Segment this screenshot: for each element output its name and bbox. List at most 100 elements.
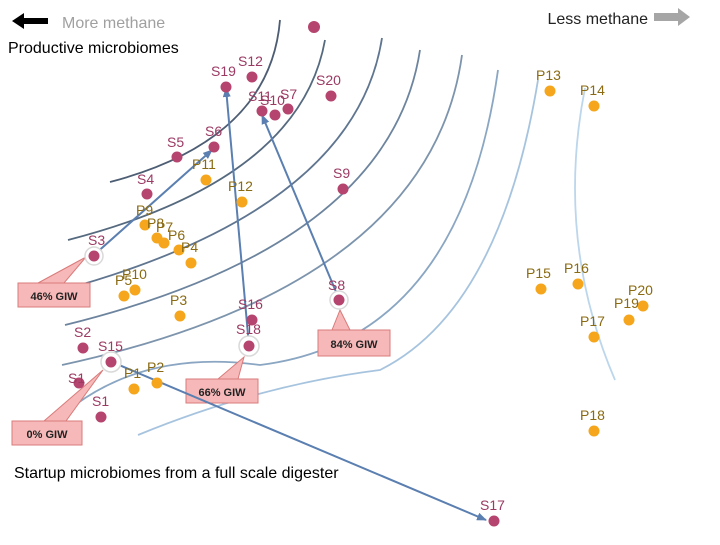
point-s2 [77,342,89,354]
callout-0-giw-label: 0% GIW [27,429,69,441]
callout-0-giw-box [11,420,83,446]
arrow-s3-to-s6 [93,149,213,256]
label-p19: P19 [614,295,639,311]
arrow-right-icon [654,8,690,26]
contour-line-5 [61,54,463,366]
arrow-left-icon [12,13,48,29]
point-s9 [337,183,349,195]
point-s19 [220,81,232,93]
arrow-s8-to-s10 [261,114,340,300]
point-s14 [73,377,85,389]
point-labels: S19 S12 S20 S11 S10 S7 S5 S6 S4 S9 S3 S8… [68,53,653,513]
contour-line-8 [574,87,616,381]
point-s12 [246,71,258,83]
label-p7: P7 [156,219,173,235]
point-s10 [269,109,281,121]
label-s20: S20 [316,72,341,88]
label-s5: S5 [167,134,184,150]
arrow-s15-to-s17 [111,361,487,521]
point-p2 [151,377,163,389]
point-s6 [208,141,220,153]
point-s5 [171,151,183,163]
callout-84-giw-pointer [331,308,351,331]
label-p2: P2 [147,359,164,375]
arrow-s18-to-s19 [222,87,250,347]
point-p9 [139,219,151,231]
label-p3: P3 [170,292,187,308]
callout-46-giw: 46% GIW [17,256,91,308]
label-p18: P18 [580,407,605,423]
label-s7: S7 [280,86,297,102]
label-s14: S1 [68,370,85,386]
callout-66-giw-pointer [216,355,245,380]
point-s20 [325,90,337,102]
label-s16: S16 [238,296,263,312]
trajectory-arrows [93,87,487,521]
label-p8: P8 [147,215,164,231]
contour-line-2 [67,39,326,241]
callout-84-giw-box [317,329,391,357]
point-s18 [243,340,255,352]
productive-microbiomes-label: Productive microbiomes [8,40,179,57]
label-p14: P14 [580,82,605,98]
point-p5 [118,290,130,302]
label-s15: S15 [98,338,123,354]
startup-microbiomes-label: Startup microbiomes from a full scale di… [14,465,339,482]
point-p7 [158,237,170,249]
contour-line-4 [64,49,421,326]
label-p1: P1 [124,365,141,381]
label-p17: P17 [580,313,605,329]
label-s1: S1 [92,393,109,409]
label-p9: P9 [136,202,153,218]
point-p15 [535,283,547,295]
point-s4 [141,188,153,200]
point-p19 [623,314,635,326]
label-p6: P6 [168,227,185,243]
point-p17 [588,331,600,343]
less-methane-label: Less methane [547,11,648,28]
callouts: 46% GIW 0% GIW 66% GIW 84% GIW [11,256,391,446]
callout-84-giw: 84% GIW [317,308,391,357]
point-p13 [544,85,556,97]
label-s11: S11 [248,88,272,104]
direction-less-methane: Less methane [547,8,690,28]
point-p10 [129,284,141,296]
label-s8: S8 [328,277,345,293]
more-methane-label: More methane [62,15,165,32]
point-p3 [174,310,186,322]
label-s10: S10 [260,92,285,108]
point-p1 [128,383,140,395]
point-p6 [173,244,185,256]
sample-points [73,21,649,527]
label-s19: S19 [211,63,236,79]
callout-66-giw-label: 66% GIW [198,387,246,399]
point-p11 [200,174,212,186]
callout-46-giw-box [17,282,91,308]
label-p16: P16 [564,260,589,276]
label-s17: S17 [480,497,505,513]
label-p13: P13 [536,67,561,83]
point-p14 [588,100,600,112]
point-p12 [236,196,248,208]
direction-more-methane: More methane [12,13,165,32]
point-s1 [95,411,107,423]
point-p20 [637,300,649,312]
label-p10: P10 [122,266,147,282]
point-p18 [588,425,600,437]
point-s15 [105,356,117,368]
point-s17 [488,515,500,527]
point-s-top [308,21,320,33]
callout-46-giw-label: 46% GIW [30,291,78,303]
point-s8 [333,294,345,306]
point-s16 [246,314,258,326]
label-s6: S6 [205,123,222,139]
point-s3 [88,250,100,262]
label-p20: P20 [628,282,653,298]
label-p5: P5 [115,272,132,288]
label-p11: P11 [192,156,216,172]
label-s18: S18 [236,321,261,337]
label-s2: S2 [74,324,91,340]
label-p4: P4 [181,239,198,255]
callout-84-giw-label: 84% GIW [330,339,378,351]
